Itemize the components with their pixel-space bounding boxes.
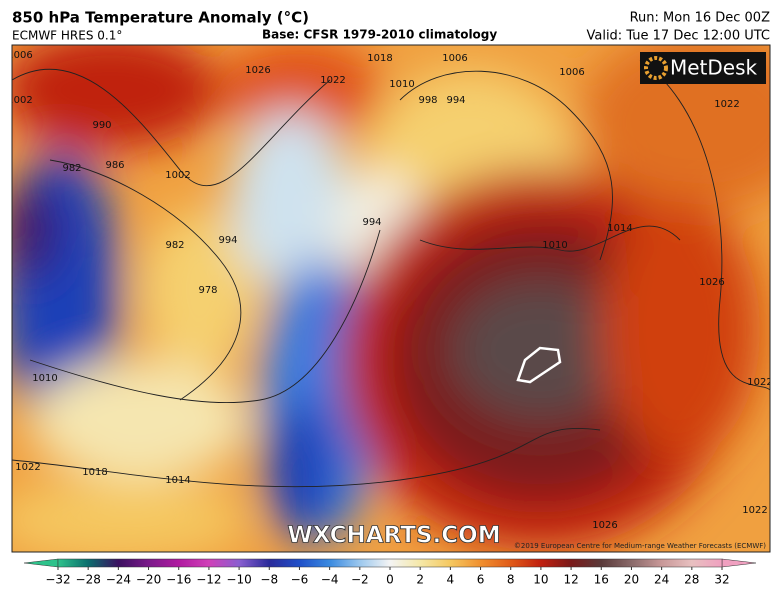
- isobar-label: 982: [62, 163, 81, 174]
- colorbar-label: −8: [260, 573, 278, 587]
- colorbar-label: −32: [45, 573, 70, 587]
- colorbar-label: 28: [684, 573, 699, 587]
- isobar-label: 982: [165, 240, 184, 251]
- isobar-label: 990: [92, 120, 111, 131]
- colorbar-label: 32: [714, 573, 729, 587]
- isobar-label: 1022: [714, 99, 739, 110]
- isobar-label: 1006: [559, 67, 584, 78]
- isobar-label: 1022: [742, 505, 767, 516]
- valid: Valid: Tue 17 Dec 12:00 UTC: [586, 29, 770, 44]
- map: 1006 1002 990 986 982 1002 982 994 978 9…: [7, 45, 772, 552]
- colorbar-end: [23, 558, 59, 568]
- isobar: [639, 59, 770, 391]
- isobar-label: 1026: [592, 520, 617, 531]
- map-frame: [11, 44, 771, 553]
- isobar-label: 986: [105, 160, 124, 171]
- isobar-label: 1022: [320, 75, 345, 86]
- isobar-label: 1022: [15, 462, 40, 473]
- colorbar-label: −10: [226, 573, 251, 587]
- isobar-label: 998: [418, 95, 437, 106]
- copyright: ©2019 European Centre for Medium-range W…: [514, 542, 766, 550]
- colorbar-label: −20: [136, 573, 161, 587]
- logo-icon: [644, 56, 668, 80]
- isobar: [419, 225, 681, 252]
- colorbar-label: −24: [106, 573, 131, 587]
- isobar-label: 1018: [82, 467, 107, 478]
- isobar-label: 1014: [607, 223, 632, 234]
- colorbar-label: 20: [624, 573, 639, 587]
- isobar-label: 1006: [7, 50, 32, 61]
- isobar-label: 1026: [699, 277, 724, 288]
- isobar: [399, 70, 613, 261]
- isobar-label: 1014: [165, 475, 190, 486]
- colorbar-bar: [57, 558, 723, 568]
- colorbar-label: −16: [166, 573, 191, 587]
- isobar-label: 1010: [32, 373, 57, 384]
- isobar: [12, 68, 331, 186]
- isobar: [12, 427, 601, 488]
- isobar-label: 1018: [367, 53, 392, 64]
- colorbar-label: 12: [563, 573, 578, 587]
- isobar-label: 1006: [442, 53, 467, 64]
- colorbar-label: 0: [386, 573, 394, 587]
- colorbar-label: 6: [477, 573, 485, 587]
- colorbar-label: 2: [416, 573, 424, 587]
- isobar-label: 1022: [747, 377, 772, 388]
- colorbar-label: −6: [291, 573, 309, 587]
- colorbar-label: −28: [76, 573, 101, 587]
- colorbar-label: 24: [654, 573, 669, 587]
- colorbar-label: 4: [447, 573, 455, 587]
- title: 850 hPa Temperature Anomaly (°C): [12, 9, 309, 27]
- colorbar-end: [721, 558, 757, 568]
- model: ECMWF HRES 0.1°: [12, 29, 122, 43]
- isobar-label: 994: [218, 235, 237, 246]
- colorbar-label: −2: [351, 573, 369, 587]
- isobar-label: 1026: [245, 65, 270, 76]
- logo: MetDesk: [670, 56, 758, 80]
- colorbar-label: −4: [321, 573, 339, 587]
- colorbar-label: 10: [533, 573, 548, 587]
- isobar-label: 1010: [542, 240, 567, 251]
- isobar-label: 1002: [7, 95, 32, 106]
- watermark: WXCHARTS.COM: [287, 523, 500, 549]
- isobar: [29, 229, 381, 404]
- colorbar-label: 8: [507, 573, 515, 587]
- colorbar-label: 16: [594, 573, 609, 587]
- colorbar-label: −12: [196, 573, 221, 587]
- isobar-label: 1010: [389, 79, 414, 90]
- highlight-outline: [516, 346, 562, 384]
- base: Base: CFSR 1979-2010 climatology: [262, 28, 497, 42]
- isobar-label: 978: [198, 285, 217, 296]
- isobar-label: 1002: [165, 170, 190, 181]
- colorbar: −32 −28 −24 −20 −16 −12 −10 −8 −6 −4 −2 0 2 4 6 8 10 12 16…: [23, 558, 757, 587]
- isobar-label: 994: [362, 217, 381, 228]
- run: Run: Mon 16 Dec 00Z: [630, 11, 770, 26]
- isobar: [49, 159, 242, 401]
- isobar-label: 994: [446, 95, 465, 106]
